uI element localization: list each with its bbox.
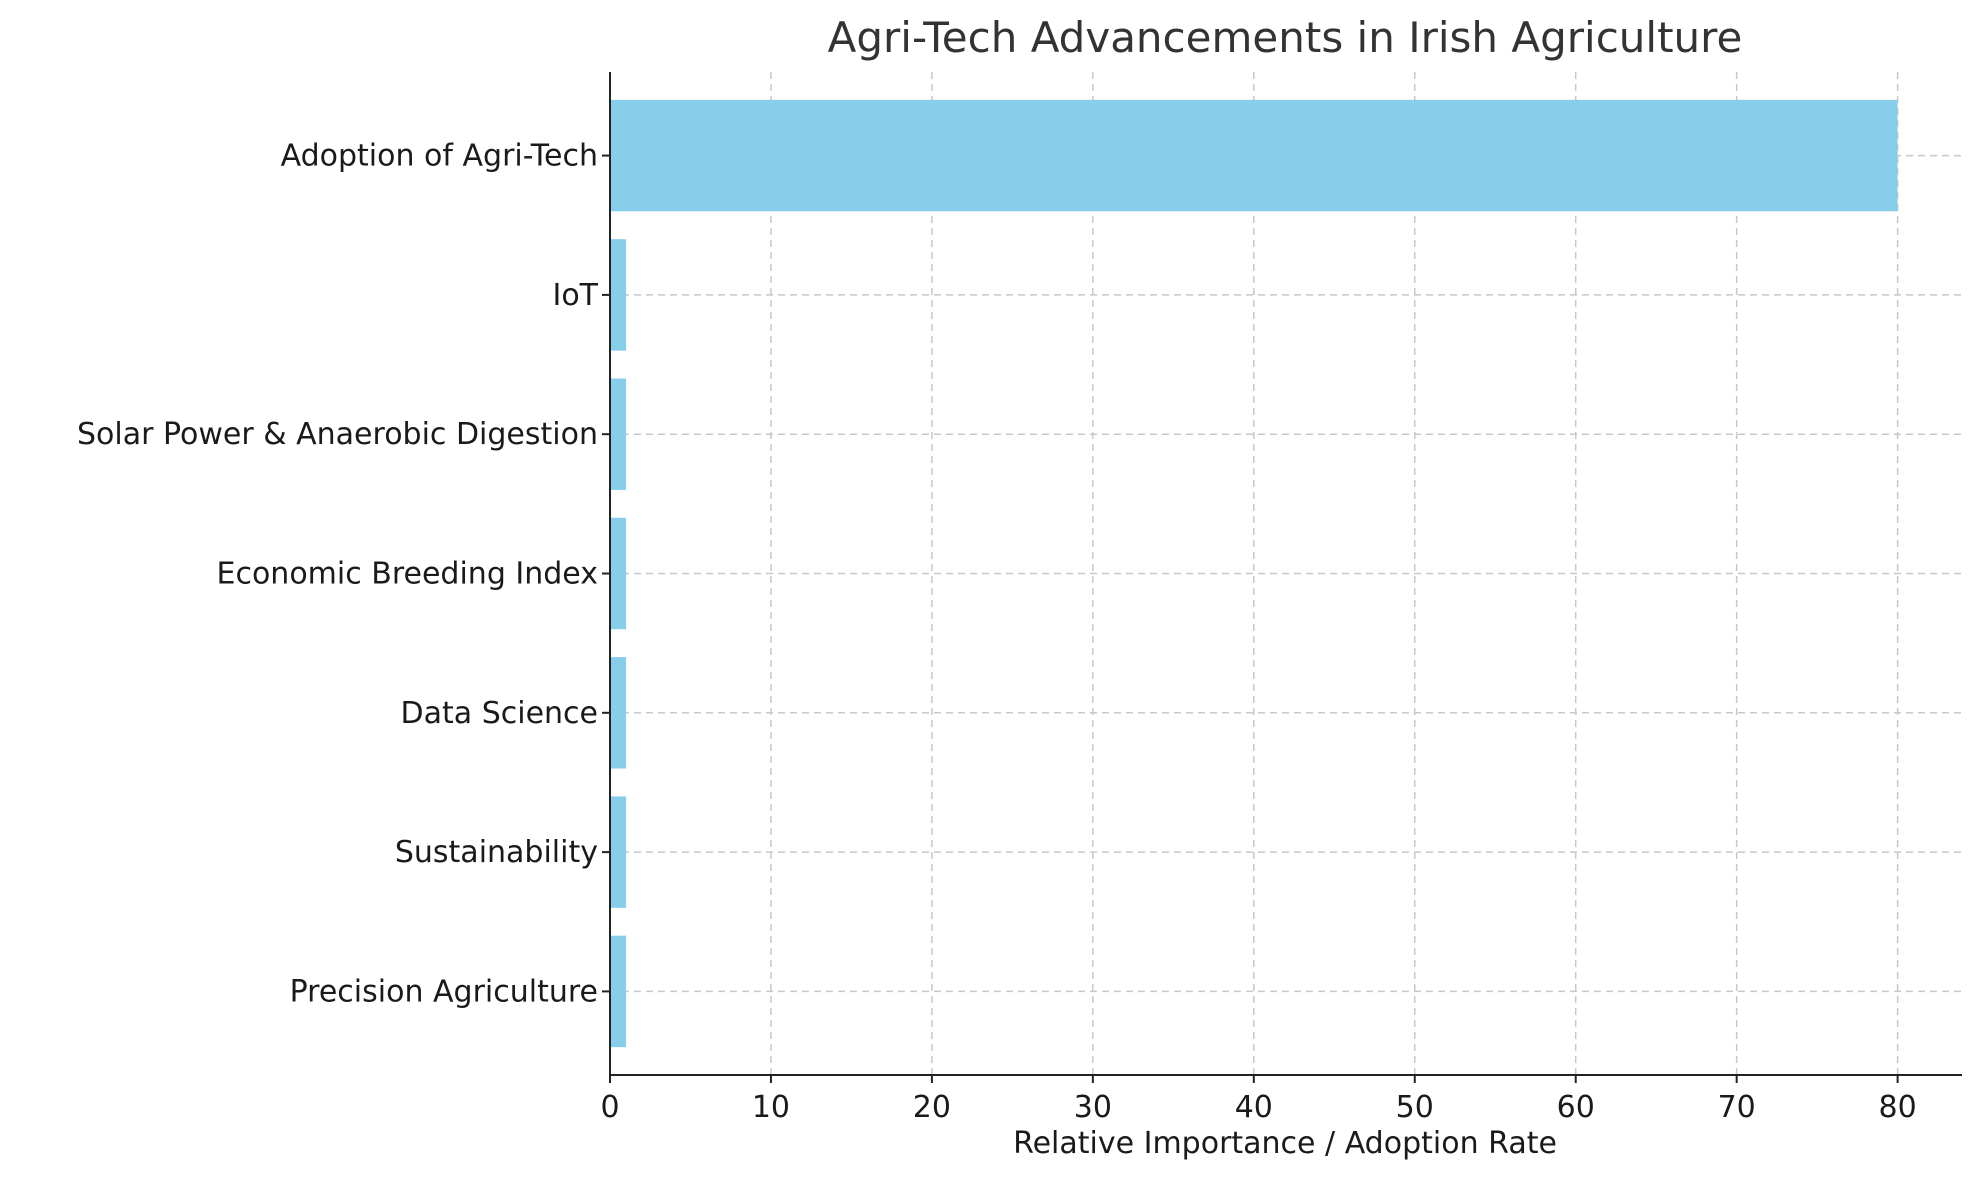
x-tick-label: 70: [1718, 1090, 1756, 1125]
x-ticks: 0 10 20 30 40 50 60 70 80: [600, 1075, 1917, 1125]
y-ticks: Precision Agriculture Sustainability Data …: [77, 139, 610, 1009]
y-tick-label: Solar Power & Anaerobic Digestion: [77, 417, 598, 452]
x-tick-label: 30: [1074, 1090, 1112, 1125]
y-tick-label: Adoption of Agri-Tech: [281, 139, 598, 174]
y-tick-label: Sustainability: [395, 835, 598, 870]
x-tick-label: 10: [752, 1090, 790, 1125]
bar: [610, 99, 1898, 212]
x-tick-label: 20: [913, 1090, 951, 1125]
chart-title: Agri-Tech Advancements in Irish Agricult…: [828, 13, 1743, 62]
bar: [610, 239, 627, 351]
bar: [610, 935, 627, 1048]
bars-layer: [610, 99, 1898, 1048]
bar: [610, 378, 627, 490]
bar: [610, 657, 627, 769]
x-tick-label: 50: [1396, 1090, 1434, 1125]
x-tick-label: 80: [1879, 1090, 1917, 1125]
y-tick-label: IoT: [552, 278, 598, 313]
bar: [610, 517, 627, 630]
y-tick-label: Economic Breeding Index: [217, 557, 599, 592]
x-axis-label: Relative Importance / Adoption Rate: [1013, 1126, 1557, 1161]
bar: [610, 796, 627, 908]
y-tick-label: Data Science: [401, 696, 598, 731]
x-tick-label: 0: [600, 1090, 619, 1125]
x-tick-label: 60: [1557, 1090, 1595, 1125]
grid-layer: [609, 72, 1962, 1075]
y-tick-label: Precision Agriculture: [290, 974, 598, 1009]
x-tick-label: 40: [1235, 1090, 1273, 1125]
